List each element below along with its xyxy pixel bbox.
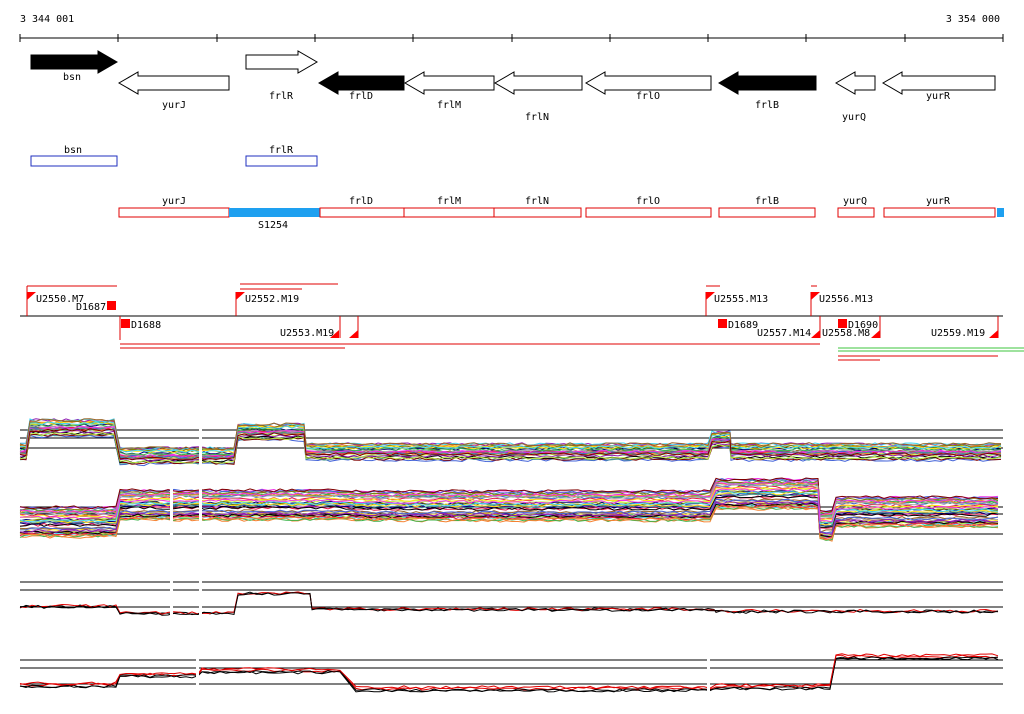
tu-label-frlO: frlO	[636, 196, 660, 207]
highlight-box-edge[interactable]	[997, 208, 1004, 217]
gene-label-bsn: bsn	[63, 72, 81, 83]
expression-profile-line	[19, 653, 999, 690]
tu-box-yurQ[interactable]	[837, 207, 875, 218]
tu-label-frlD: frlD	[349, 196, 373, 207]
gene-arrow-frlN[interactable]	[494, 71, 583, 95]
expression-track-2	[19, 477, 1003, 542]
expression-profile-line	[19, 477, 999, 513]
gene-label-yurQ: yurQ	[842, 112, 866, 123]
tu-box-frlD[interactable]	[319, 207, 405, 218]
coord-start-label: 3 344 001	[20, 14, 74, 25]
gene-arrow-frlO[interactable]	[585, 71, 712, 95]
gene-label-frlM: frlM	[437, 100, 461, 111]
tu-label-U2557: U2557.M14	[757, 328, 811, 339]
expression-profile-line	[19, 421, 1002, 454]
expression-profile-line	[19, 426, 1002, 458]
gene-arrow-yurR[interactable]	[882, 71, 996, 95]
tu-label-U2556: U2556.M13	[819, 294, 873, 305]
operon-label-frlR: frlR	[269, 145, 294, 156]
gene-arrow-yurQ[interactable]	[835, 71, 876, 95]
expression-profile-line	[19, 500, 999, 535]
tu-label-frlN: frlN	[525, 196, 549, 207]
tu-box-yurJ[interactable]	[118, 207, 230, 218]
tu-label-frlB: frlB	[755, 196, 779, 207]
ruler-ticks	[19, 34, 1004, 42]
gene-labels: bsn yurJ frlR frlD frlM frlN frlO frlB yurQ yurR	[63, 72, 951, 123]
tu-label-U2555: U2555.M13	[714, 294, 768, 305]
gene-arrow-frlR[interactable]	[245, 50, 318, 74]
expression-profile-line	[19, 487, 999, 523]
expression-track-3	[19, 581, 1003, 616]
tu-label-U2552: U2552.M19	[245, 294, 299, 305]
tu-label-D1690: D1690	[848, 320, 878, 331]
operon-track-2: yurJ S1254 frlD frlM frlN frlO frlB yurQ…	[118, 196, 1004, 231]
expression-profile-line	[19, 505, 999, 541]
coordinate-ruler: 3 344 001 3 354 000	[19, 14, 1004, 42]
expression-profile-line	[19, 592, 999, 616]
gene-arrow-frlM[interactable]	[404, 71, 495, 95]
tu-label-yurR: yurR	[926, 196, 951, 207]
expression-profile-line	[19, 490, 999, 524]
expression-track-4	[19, 653, 1003, 693]
expression-profile-line	[19, 486, 999, 522]
gene-arrow-bsn[interactable]	[30, 50, 118, 74]
tu-label-D1687: D1687	[76, 302, 106, 313]
tu-box-yurR[interactable]	[883, 207, 996, 218]
tu-box-frlB[interactable]	[718, 207, 816, 218]
tu-box-frlM[interactable]	[403, 207, 495, 218]
expression-profile-line	[19, 591, 999, 615]
expression-profile-line	[19, 428, 1002, 461]
tu-label-U2558: U2558.M8	[822, 328, 870, 339]
highlight-label-S1254: S1254	[258, 220, 288, 231]
expression-track-1	[19, 418, 1003, 467]
track-gaps	[170, 425, 710, 695]
expression-profile-line	[19, 423, 1002, 456]
expression-profile-line	[19, 483, 999, 519]
gene-label-frlO: frlO	[636, 91, 660, 102]
operon-box-frlR[interactable]	[245, 155, 318, 167]
transcription-unit-track: U2550.M7 D1687 U2552.M19 D1688 U2553.M19…	[20, 283, 1024, 361]
gene-arrow-frlD[interactable]	[318, 71, 405, 95]
gene-arrow-yurJ[interactable]	[118, 71, 230, 95]
tu-box-frlN[interactable]	[493, 207, 582, 218]
tu-label-U2550: U2550.M7	[36, 294, 84, 305]
tu-label-yurJ: yurJ	[162, 196, 186, 207]
expression-profile-line	[19, 418, 1002, 451]
tu-label-U2553: U2553.M19	[280, 328, 334, 339]
expression-profile-line	[19, 434, 1002, 467]
expression-profile-line	[19, 418, 1002, 451]
expression-profile-line	[19, 432, 1002, 464]
gene-label-yurR: yurR	[926, 91, 951, 102]
highlight-box-S1254[interactable]	[229, 208, 320, 217]
gene-label-frlN: frlN	[525, 112, 549, 123]
tu-label-frlM: frlM	[437, 196, 461, 207]
coord-end-label: 3 354 000	[946, 14, 1000, 25]
gene-label-yurJ: yurJ	[162, 100, 186, 111]
expression-profile-line	[19, 656, 999, 693]
operon-box-bsn[interactable]	[30, 155, 118, 167]
gene-label-frlB: frlB	[755, 100, 779, 111]
tu-label-yurQ: yurQ	[843, 196, 867, 207]
gene-track	[30, 50, 996, 95]
tu-label-D1689: D1689	[728, 320, 758, 331]
expression-profile-line	[19, 481, 999, 516]
operon-track-1: bsn frlR	[30, 145, 318, 167]
tu-label-U2559: U2559.M19	[931, 328, 985, 339]
tu-box-frlO[interactable]	[585, 207, 712, 218]
gene-label-frlD: frlD	[349, 91, 373, 102]
operon-label-bsn: bsn	[64, 145, 82, 156]
gene-label-frlR: frlR	[269, 91, 294, 102]
tu-label-D1688: D1688	[131, 320, 161, 331]
gene-arrow-frlB[interactable]	[718, 71, 817, 95]
